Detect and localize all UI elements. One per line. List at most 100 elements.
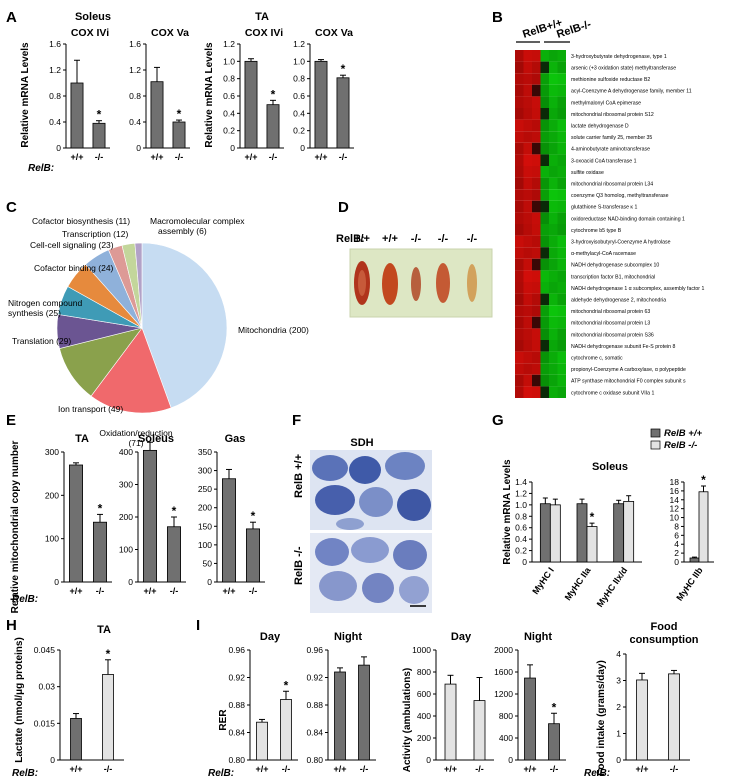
heatmap-cell <box>523 200 532 213</box>
heatmap-cell <box>515 61 524 74</box>
heatmap-cell <box>515 119 524 132</box>
heatmap-cell <box>515 247 524 259</box>
heatmap-cell <box>540 258 549 271</box>
ta-0-x-label: +/+ <box>244 152 257 162</box>
rer-genotype-prefix: RelB: <box>208 768 234 779</box>
legend-swatch-ko <box>650 440 661 450</box>
myhc-1-y-tick-label: 8 <box>674 521 679 531</box>
heatmap-cell <box>557 374 566 387</box>
heatmap-cell <box>523 142 532 155</box>
heatmap-cell <box>532 340 541 352</box>
mtdna-0-y-tick-label: 0 <box>54 577 59 587</box>
heatmap-cell <box>515 340 524 352</box>
myhc-1-y-tick-label: 4 <box>674 539 679 549</box>
heatmap-gene-label: mitochondrial ribosomal protein 63 <box>571 309 650 315</box>
myhc-ylabel: Relative mRNA Levels <box>502 459 513 565</box>
ta-1-y-tick-label: 0.6 <box>293 91 305 101</box>
rer-1-y-tick-label: 0.84 <box>306 728 323 738</box>
heatmap-cell <box>515 73 524 85</box>
sdh-row-ko: RelB -/- <box>293 546 305 585</box>
heatmap-cell <box>515 224 524 236</box>
heatmap-cell <box>557 96 566 108</box>
mtdna-1-bar <box>166 526 181 583</box>
activity-0-y-tick-label: 600 <box>417 689 431 699</box>
heatmap-cell <box>515 258 524 271</box>
soleus-ylabel: Relative mRNA Levels <box>20 42 31 148</box>
heatmap-cell <box>515 282 524 294</box>
heatmap-cell <box>523 212 532 224</box>
panel-letter-c: C <box>6 199 17 216</box>
sdh-wt-fiber <box>397 489 431 521</box>
photo-lane-2: +/+ <box>382 233 398 245</box>
lactate-x-label: +/+ <box>69 764 82 774</box>
heatmap-cell <box>523 119 532 132</box>
heatmap-cell <box>532 316 541 329</box>
activity-0-y-tick-label: 1000 <box>412 645 431 655</box>
sdh-ko-fiber <box>351 537 389 563</box>
activity-subplot-title: Day <box>451 631 472 643</box>
pie-label: Oxidation/reduction <box>99 428 173 438</box>
heatmap-gene-label: mitochondrial ribosomal protein S36 <box>571 332 654 338</box>
muscle-ko-3 <box>467 264 477 302</box>
heatmap-cell <box>557 247 566 259</box>
heatmap-cell <box>549 328 558 340</box>
heatmap-cell <box>523 154 532 166</box>
heatmap-cell <box>523 340 532 352</box>
sdh-wt-fiber <box>336 518 364 530</box>
rer-0-bar <box>280 699 292 761</box>
heatmap-gene-label: acyl-Coenzyme A dehydrogenase family, me… <box>571 89 692 95</box>
heatmap-cell <box>523 247 532 259</box>
food-bar <box>636 679 648 761</box>
mtdna-0-y-tick-label: 300 <box>45 447 59 457</box>
myhc-1-y-tick-label: 12 <box>670 504 680 514</box>
soleus-0-y-tick-label: 1.6 <box>49 39 61 49</box>
heatmap-cell <box>532 235 541 248</box>
pie-label: Cell-cell signaling (23) <box>30 240 114 250</box>
heatmap-cell <box>540 212 549 224</box>
ta-1-x-label: -/- <box>339 152 348 162</box>
ta-1-bar <box>336 77 350 149</box>
activity-1-y-tick-label: 1600 <box>494 667 513 677</box>
heatmap-cell <box>549 293 558 306</box>
mtdna-subplot-title: Soleus <box>138 433 174 445</box>
sdh-wt-fiber <box>385 452 425 480</box>
mtdna-1-x-label: +/+ <box>143 586 156 596</box>
heatmap-cell <box>540 189 549 201</box>
pie-label: Nitrogen compound <box>8 298 82 308</box>
soleus-genotype-prefix: RelB: <box>28 163 54 174</box>
mtdna-subplot-title: TA <box>75 433 89 445</box>
mtdna-2-y-tick-label: 100 <box>198 540 212 550</box>
heatmap-cell <box>549 119 558 132</box>
soleus-1-significance: * <box>177 107 182 121</box>
lactate-bar <box>70 718 82 761</box>
heatmap-cell <box>540 224 549 236</box>
heatmap-cell <box>549 374 558 387</box>
heatmap-cell <box>557 386 566 398</box>
mtdna-0-y-tick-label: 200 <box>45 490 59 500</box>
heatmap-gene-label: 3-hydroxyisobutyryl-Coenzyme A hydrolase <box>571 239 671 245</box>
ta-subplot-title: COX IVi <box>245 27 283 39</box>
panel-letter-i: I <box>196 617 200 634</box>
heatmap-cell <box>557 340 566 352</box>
rer-0-x-label: -/- <box>282 764 291 774</box>
heatmap-cell <box>549 61 558 74</box>
mtdna-1-y-tick-label: 200 <box>119 512 133 522</box>
heatmap-cell <box>557 316 566 329</box>
heatmap-gene-label: mitochondrial ribosomal protein L3 <box>571 321 650 327</box>
myhc-bar <box>613 503 625 563</box>
rer-0-y-tick-label: 0.92 <box>228 673 245 683</box>
ta-1-y-tick-label: 0.4 <box>293 108 305 118</box>
heatmap-cell <box>532 386 541 398</box>
ta-1-y-tick-label: 1.2 <box>293 39 305 49</box>
heatmap-cell <box>532 212 541 224</box>
heatmap-cell <box>540 340 549 352</box>
lactate-bar <box>102 674 114 761</box>
food-y-tick-label: 4 <box>616 649 621 659</box>
heatmap-cell <box>549 131 558 143</box>
heatmap-cell <box>557 258 566 271</box>
heatmap-cell <box>532 189 541 201</box>
heatmap-cell <box>549 316 558 329</box>
sdh-title: SDH <box>350 437 373 449</box>
heatmap-cell <box>557 351 566 364</box>
activity-ylabel: Activity (ambulations) <box>402 668 413 772</box>
